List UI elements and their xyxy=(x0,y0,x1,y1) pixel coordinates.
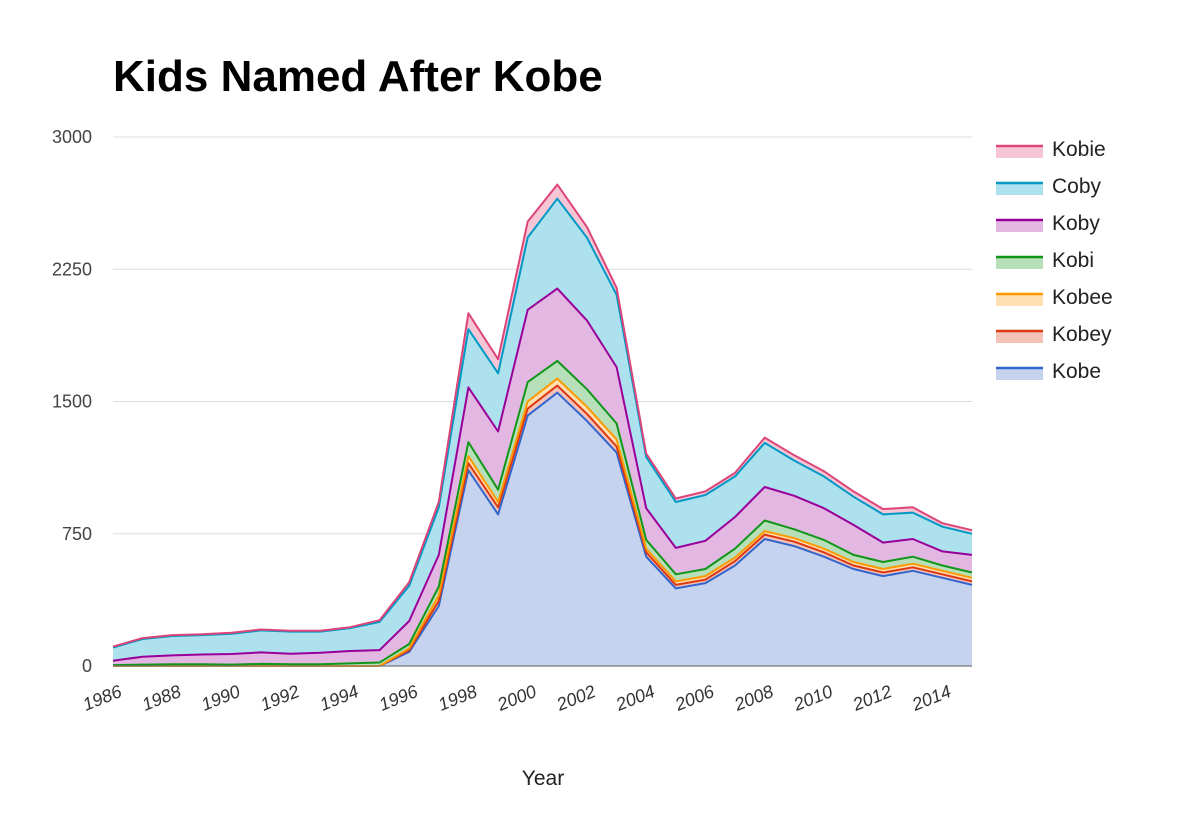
legend-label-coby: Coby xyxy=(1052,175,1102,198)
x-tick-label: 2004 xyxy=(612,681,658,715)
x-tick-label: 2010 xyxy=(790,681,836,715)
y-axis-ticks: 0 750 1500 2250 3000 xyxy=(52,127,92,676)
series-areas xyxy=(113,184,972,666)
legend: Kobie Coby Koby Kobi Kobee Kobey Kobe xyxy=(996,138,1113,383)
legend-swatch-kobi xyxy=(996,257,1043,269)
x-axis-label: Year xyxy=(522,767,564,790)
y-tick-label: 2250 xyxy=(52,259,92,279)
area-koby xyxy=(113,288,972,666)
x-tick-label: 2000 xyxy=(494,681,540,715)
x-tick-label: 1990 xyxy=(198,681,243,715)
x-tick-label: 2006 xyxy=(671,681,717,715)
x-tick-label: 1994 xyxy=(317,681,362,715)
line-kobie xyxy=(112,183,973,648)
x-tick-label: 1992 xyxy=(258,681,303,715)
legend-label-kobi: Kobi xyxy=(1052,249,1094,272)
y-tick-label: 1500 xyxy=(52,392,92,412)
legend-label-kobe: Kobe xyxy=(1052,360,1101,383)
x-tick-label: 1996 xyxy=(376,681,422,715)
legend-label-kobie: Kobie xyxy=(1052,138,1106,161)
legend-swatch-kobe xyxy=(996,368,1043,380)
area-coby xyxy=(113,198,972,661)
line-koby xyxy=(112,287,973,662)
legend-label-kobey: Kobey xyxy=(1052,323,1112,346)
x-tick-label: 1988 xyxy=(139,681,184,715)
legend-swatch-koby xyxy=(996,220,1043,232)
legend-swatch-kobey xyxy=(996,331,1043,343)
area-kobe xyxy=(113,392,972,666)
x-tick-label: 2002 xyxy=(553,681,599,715)
legend-swatch-kobee xyxy=(996,294,1043,306)
x-tick-label: 2012 xyxy=(849,681,895,715)
series-lines xyxy=(112,183,973,667)
chart-title: Kids Named After Kobe xyxy=(113,52,603,101)
line-kobi xyxy=(112,359,973,667)
y-tick-label: 3000 xyxy=(52,127,92,147)
x-axis-ticks: 1986 1988 1990 1992 1994 1996 1998 2000 2002 2004… xyxy=(80,681,954,715)
y-tick-label: 0 xyxy=(82,656,92,676)
legend-label-kobee: Kobee xyxy=(1052,286,1113,309)
x-tick-label: 1998 xyxy=(435,681,480,715)
x-tick-label: 2014 xyxy=(908,681,954,715)
legend-label-koby: Koby xyxy=(1052,212,1100,235)
x-tick-label: 1986 xyxy=(80,681,126,715)
y-tick-label: 750 xyxy=(62,524,92,544)
x-tick-label: 2008 xyxy=(731,681,777,715)
legend-swatch-kobie xyxy=(996,146,1043,158)
legend-swatch-coby xyxy=(996,183,1043,195)
